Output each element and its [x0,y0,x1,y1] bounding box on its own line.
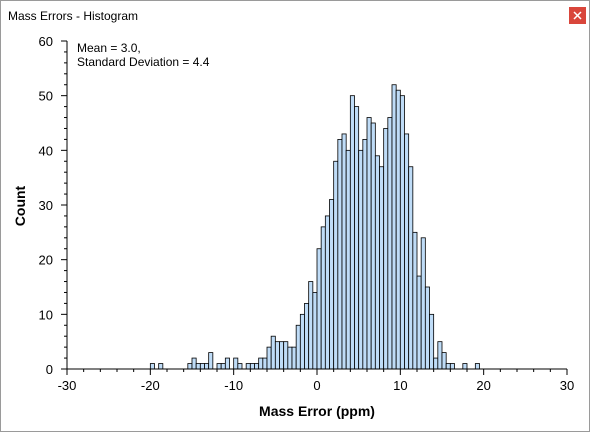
histogram-bar [333,160,339,370]
title-bar[interactable]: Mass Errors - Histogram [1,1,589,31]
histogram-bar [195,363,201,370]
histogram-bar [266,346,272,370]
y-axis-label: Count [12,185,28,226]
histogram-bar [345,149,351,370]
bars-group [149,84,480,370]
histogram-bar [291,346,297,370]
x-tick-label: -20 [141,378,160,393]
y-tick-label: 60 [39,34,53,49]
y-tick-label: 50 [39,89,53,104]
histogram-bar [366,117,372,370]
histogram-bar [316,248,322,370]
close-button[interactable] [569,7,586,24]
histogram-bar [429,313,435,370]
histogram-bar [445,363,451,370]
histogram-bar [270,335,276,370]
y-tick-label: 10 [39,307,53,322]
histogram-bar [462,363,468,370]
histogram-chart: -30 -20 -10 0 10 20 30 0 10 20 30 40 50 60 Mean = 3.0… [12,34,575,419]
histogram-bar [304,302,310,370]
histogram-bar [420,237,426,370]
histogram-bar [474,363,480,370]
histogram-bar [216,363,222,370]
histogram-bar [262,357,268,370]
stats-mean: Mean = 3.0, [77,41,141,55]
histogram-bar [199,363,205,370]
x-tick-label: 20 [476,378,490,393]
histogram-bar [387,117,393,370]
histogram-bar [354,106,360,370]
histogram-bar [254,363,260,370]
histogram-bar [433,357,439,370]
histogram-bar [349,95,355,370]
x-tick-label: -30 [58,378,77,393]
histogram-bar [437,341,443,370]
histogram-bar [408,166,414,370]
x-tick-label: 10 [393,378,407,393]
histogram-bar [187,363,193,370]
histogram-bar [274,341,280,370]
histogram-bar [358,149,364,370]
axes-group: -30 -20 -10 0 10 20 30 0 10 20 30 40 50 60 [39,34,575,393]
histogram-bar [383,128,389,370]
histogram-bar [449,363,455,370]
close-icon [573,11,582,20]
x-tick-label: 30 [560,378,574,393]
histogram-bar [158,363,164,370]
histogram-bar [279,341,285,370]
histogram-bar [395,89,401,370]
histogram-bar [379,166,385,370]
histogram-bar [224,357,230,370]
window-title: Mass Errors - Histogram [8,9,139,23]
x-axis-label: Mass Error (ppm) [259,403,375,419]
histogram-bar [249,363,255,370]
histogram-bar [391,84,397,370]
x-tick-label: 0 [313,378,320,393]
histogram-bar [416,275,422,370]
histogram-bar [233,357,239,370]
histogram-bar [295,324,301,370]
y-tick-label: 0 [46,362,53,377]
histogram-bar [441,352,447,370]
histogram-bar [320,226,326,370]
histogram-bar [337,139,343,370]
histogram-bar [208,352,214,370]
histogram-bar [312,292,318,370]
histogram-bar [404,133,410,370]
histogram-bar [220,363,226,370]
x-tick-label: -10 [224,378,243,393]
histogram-bar [424,286,430,370]
histogram-bar [258,357,264,370]
histogram-bar [412,231,418,370]
histogram-bar [299,313,305,370]
histogram-bar [370,122,376,370]
histogram-bar [245,363,251,370]
histogram-bar [237,363,243,370]
histogram-bar [324,215,330,370]
histogram-bar [399,95,405,370]
histogram-bar [149,363,155,370]
y-tick-label: 30 [39,198,53,213]
y-tick-label: 20 [39,253,53,268]
stats-stddev: Standard Deviation = 4.4 [77,55,210,69]
histogram-bar [362,139,368,370]
histogram-bar [374,155,380,370]
histogram-bar [287,346,293,370]
y-tick-label: 40 [39,143,53,158]
histogram-bar [283,341,289,370]
plot-area: -30 -20 -10 0 10 20 30 0 10 20 30 40 50 60 Mean = 3.0… [1,31,589,431]
histogram-bar [191,357,197,370]
histogram-bar [341,133,347,370]
histogram-bar [329,199,335,370]
histogram-bar [308,281,314,370]
histogram-bar [204,363,210,370]
